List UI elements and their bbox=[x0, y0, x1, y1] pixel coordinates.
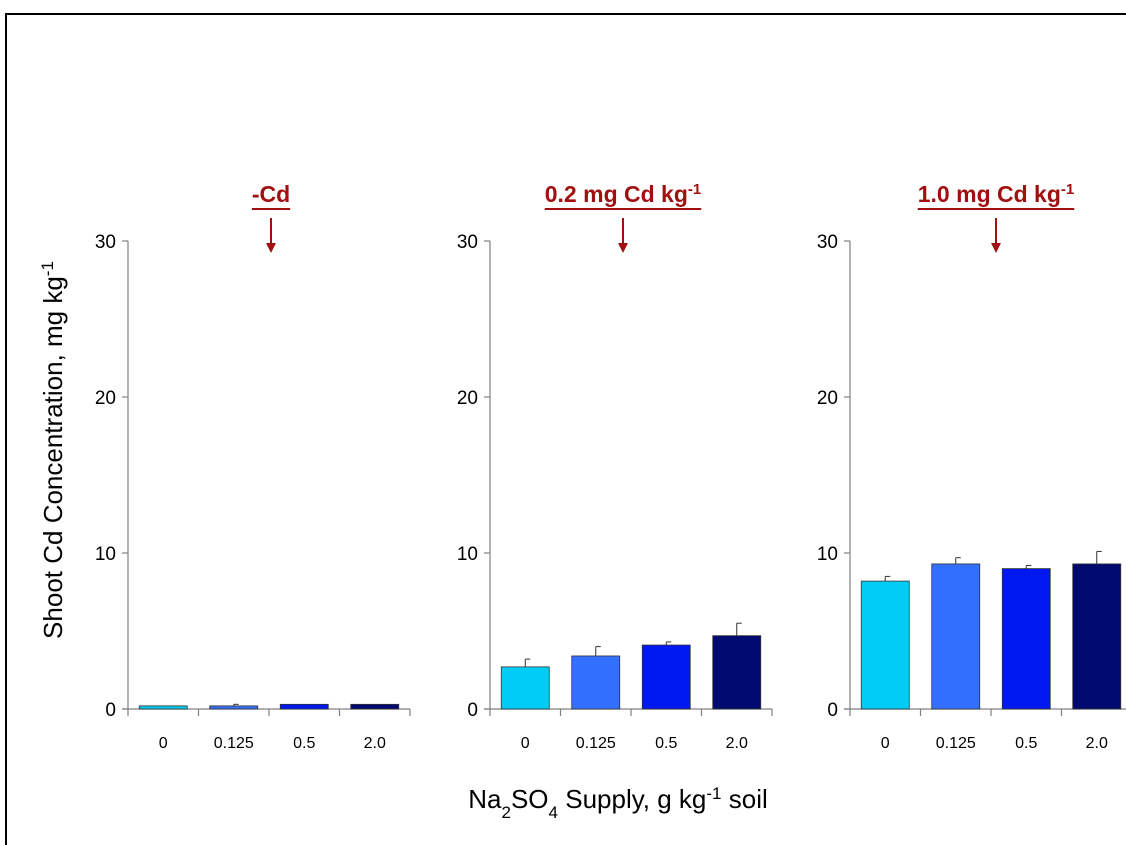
x-axis-title-e: Supply, g kg bbox=[558, 784, 706, 814]
y-tick-label: 30 bbox=[457, 232, 478, 253]
bar-0.5 bbox=[279, 703, 329, 710]
bar-2.0 bbox=[350, 703, 400, 710]
y-tick-label: 20 bbox=[95, 388, 116, 409]
bar-0 bbox=[860, 580, 910, 710]
y-axis-title: Shoot Cd Concentration, mg kg-1 bbox=[38, 261, 69, 639]
x-axis-title: Na2SO4 Supply, g kg-1 soil bbox=[468, 784, 768, 822]
x-axis-title-c: SO bbox=[511, 784, 549, 814]
panel-title-sup: -1 bbox=[1061, 181, 1074, 198]
x-tick-label: 0.5 bbox=[655, 735, 677, 752]
y-tick-label: 30 bbox=[95, 232, 116, 253]
panel-2: 0.2 mg Cd kg-1 0 10 20 30 0 0.125 0.5 2.0 bbox=[457, 181, 773, 752]
y-axis-title-main: Shoot Cd Concentration, mg kg bbox=[38, 276, 68, 639]
x-tick-label: 0 bbox=[159, 735, 168, 752]
x-axis-title-sub4: 4 bbox=[549, 803, 558, 822]
figure-frame bbox=[5, 13, 1126, 845]
bar-0.125 bbox=[571, 655, 621, 710]
bar-0 bbox=[500, 666, 550, 710]
bar-0.5 bbox=[641, 644, 691, 710]
x-axis-title-g: soil bbox=[722, 784, 768, 814]
y-tick-label: 0 bbox=[467, 700, 478, 721]
bar-0.5 bbox=[1001, 568, 1051, 710]
bar-0.125 bbox=[931, 563, 981, 710]
panel-3: 1.0 mg Cd kg-1 0 10 20 30 0 0.125 0.5 2.0 bbox=[817, 181, 1126, 752]
bar-0.125 bbox=[209, 705, 259, 710]
x-tick-label: 0.5 bbox=[293, 735, 315, 752]
panel-title-text: 0.2 mg Cd kg bbox=[545, 181, 688, 207]
bar-0 bbox=[138, 705, 188, 710]
panel-title-3: 1.0 mg Cd kg-1 bbox=[918, 181, 1075, 208]
y-tick-label: 0 bbox=[827, 700, 838, 721]
x-tick-label: 0 bbox=[881, 735, 890, 752]
x-tick-label: 2.0 bbox=[726, 735, 748, 752]
y-tick-label: 30 bbox=[817, 232, 838, 253]
panel-title-2: 0.2 mg Cd kg-1 bbox=[545, 181, 702, 208]
x-axis-title-sub2: 2 bbox=[501, 803, 510, 822]
x-tick-label: 0.125 bbox=[214, 735, 254, 752]
x-axis-title-a: Na bbox=[468, 784, 502, 814]
y-tick-label: 10 bbox=[95, 544, 116, 565]
x-tick-label: 2.0 bbox=[1086, 735, 1108, 752]
panel-title-sup: -1 bbox=[688, 181, 701, 198]
x-tick-label: 0.125 bbox=[936, 735, 976, 752]
x-tick-label: 2.0 bbox=[364, 735, 386, 752]
x-tick-label: 0 bbox=[521, 735, 530, 752]
panel-title-text: 1.0 mg Cd kg bbox=[918, 181, 1061, 207]
panel-title-1: -Cd bbox=[252, 181, 290, 207]
bar-2.0 bbox=[712, 635, 762, 710]
y-axis-title-sup: -1 bbox=[38, 261, 57, 276]
y-tick-label: 10 bbox=[817, 544, 838, 565]
x-tick-label: 0.125 bbox=[576, 735, 616, 752]
panel-1: -Cd 0 10 20 30 0 0.125 0.5 2.0 bbox=[95, 181, 411, 752]
bar-2.0 bbox=[1072, 563, 1122, 710]
x-axis-title-sup: -1 bbox=[706, 784, 721, 803]
y-tick-label: 0 bbox=[105, 700, 116, 721]
y-tick-label: 10 bbox=[457, 544, 478, 565]
y-tick-label: 20 bbox=[457, 388, 478, 409]
panel-title-text: -Cd bbox=[252, 181, 290, 207]
x-tick-label: 0.5 bbox=[1015, 735, 1037, 752]
y-tick-label: 20 bbox=[817, 388, 838, 409]
